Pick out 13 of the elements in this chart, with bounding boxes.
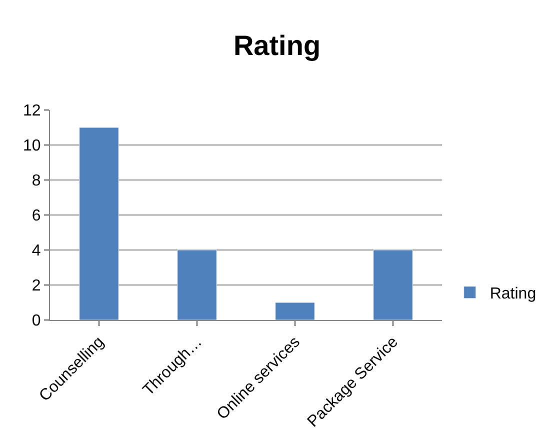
y-tick-label: 6 — [32, 208, 41, 225]
y-tick-label: 0 — [32, 312, 41, 330]
y-tick-label: 4 — [32, 242, 41, 260]
bar — [79, 127, 119, 320]
y-tick-label: 12 — [23, 102, 41, 120]
bar — [275, 302, 315, 320]
chart-title: Rating — [233, 30, 321, 62]
bar — [177, 250, 217, 320]
y-tick-label: 8 — [32, 172, 41, 190]
y-tick-label: 2 — [32, 278, 41, 295]
bar — [373, 250, 413, 320]
y-tick-label: 10 — [23, 138, 41, 155]
legend-label: Rating — [490, 286, 536, 303]
